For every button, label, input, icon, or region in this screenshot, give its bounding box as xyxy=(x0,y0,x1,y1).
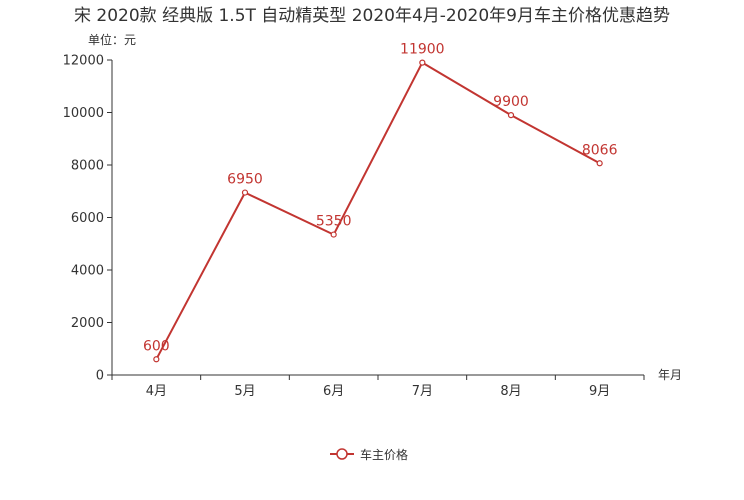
y-axis-unit-label: 单位：元 xyxy=(88,32,136,47)
data-label: 5350 xyxy=(316,214,352,230)
chart-title: 宋 2020款 经典版 1.5T 自动精英型 2020年4月-2020年9月车主… xyxy=(74,6,670,26)
x-tick-label: 8月 xyxy=(500,384,521,399)
legend-label: 车主价格 xyxy=(360,447,408,462)
y-tick-label: 10000 xyxy=(63,106,104,121)
legend[interactable]: 车主价格 xyxy=(330,447,408,462)
y-tick-label: 0 xyxy=(96,369,104,384)
series-layer: 600 6950 5350 11900 9900 8066 xyxy=(143,42,618,363)
data-point[interactable] xyxy=(507,112,515,119)
y-tick-label: 8000 xyxy=(71,159,104,174)
y-tick-label: 2000 xyxy=(71,316,104,331)
axes: 0 2000 4000 6000 8000 10000 12000 4月 5月 6月 7月 8月 9月 xyxy=(63,54,645,399)
data-point[interactable] xyxy=(596,160,603,167)
data-label: 8066 xyxy=(582,142,618,158)
data-label: 11900 xyxy=(400,42,445,58)
data-label: 9900 xyxy=(493,94,529,110)
legend-marker-icon xyxy=(336,448,348,460)
x-tick-label: 9月 xyxy=(589,384,610,399)
x-tick-label: 7月 xyxy=(412,384,433,399)
x-axis-label: 年月 xyxy=(658,368,682,382)
x-tick-label: 4月 xyxy=(146,384,167,399)
data-label: 600 xyxy=(143,338,170,354)
data-point[interactable] xyxy=(330,231,337,238)
data-label: 6950 xyxy=(227,172,263,188)
x-tick-label: 5月 xyxy=(234,384,255,399)
y-tick-label: 6000 xyxy=(71,211,104,226)
data-point[interactable] xyxy=(419,59,426,66)
series-line xyxy=(155,61,601,360)
y-tick-label: 4000 xyxy=(71,264,104,279)
data-point[interactable] xyxy=(153,356,160,363)
x-tick-label: 6月 xyxy=(323,384,344,399)
y-tick-label: 12000 xyxy=(63,54,104,69)
data-point[interactable] xyxy=(241,189,249,196)
